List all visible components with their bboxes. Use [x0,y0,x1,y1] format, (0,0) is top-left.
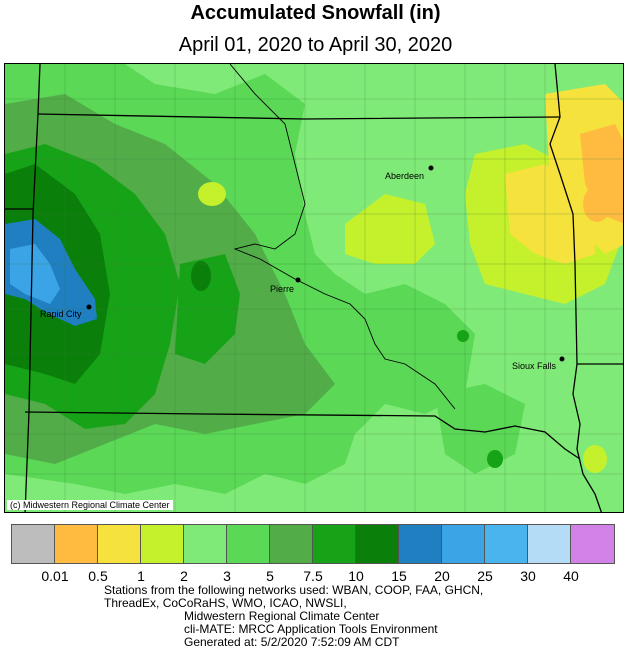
map-subtitle: April 01, 2020 to April 30, 2020 [178,34,453,56]
map-canvas: Aberdeen Pierre Rapid City Sioux Falls [5,64,623,512]
sioux-falls-marker [559,356,565,362]
zone-0-5-1 [580,124,623,224]
zone-2-3-se [583,445,607,473]
rapid-city-label: Rapid City [40,309,82,319]
footer-line-4: cli-MATE: MRCC Application Tools Environ… [184,622,438,636]
sioux-falls-label: Sioux Falls [512,361,557,371]
legend-tick-label: 5 [266,568,274,584]
footer-line-2: ThreadEx, CoCoRaHS, WMO, ICAO, NWSLI, [104,596,347,610]
legend-tick-label: 10 [348,568,364,584]
zone-0-5-1-b [583,186,611,222]
legend-tick-label: 7.5 [303,568,323,584]
zone-10-15-east [457,330,469,342]
legend-tick-label: 2 [180,568,188,584]
legend-swatch [270,525,313,563]
legend-swatch [571,525,614,563]
legend-swatch [528,525,571,563]
footer-notes: Stations from the following networks use… [104,584,483,649]
city-markers: Aberdeen Pierre Rapid City Sioux Falls [40,165,565,371]
legend-tick-label: 0.5 [88,568,108,584]
aberdeen-marker [428,165,434,171]
legend-tick-label: 30 [520,568,536,584]
zone-15-20-b [191,261,211,291]
zone-10-15-south [487,450,503,468]
legend-swatch [141,525,184,563]
legend-swatch [399,525,442,563]
state-borders [5,64,623,512]
zone-2-3-small [198,182,226,206]
legend-swatch [98,525,141,563]
legend-tick-label: 3 [223,568,231,584]
legend-swatch [313,525,356,563]
zone-25-30 [10,244,60,304]
legend-swatch [442,525,485,563]
legend-tick-label: 25 [477,568,493,584]
color-legend [11,524,615,564]
snowfall-map: Aberdeen Pierre Rapid City Sioux Falls (… [4,63,624,513]
map-title: Accumulated Snowfall (in) [190,2,441,24]
legend-swatch [485,525,528,563]
pierre-label: Pierre [270,284,294,294]
legend-swatch [184,525,227,563]
zone-2-3-aberdeen [345,194,435,264]
legend-swatch [55,525,98,563]
legend-tick-label: 0.01 [41,568,69,584]
footer-line-3: Midwestern Regional Climate Center [184,609,380,623]
legend-tick-label: 15 [391,568,407,584]
legend-swatch [227,525,270,563]
footer-line-1: Stations from the following networks use… [104,583,484,597]
legend-tick-label: 1 [137,568,145,584]
pierre-marker [295,277,301,283]
zone-5-7-south [435,384,525,474]
legend-tick-label: 20 [434,568,450,584]
legend-swatch [12,525,55,563]
aberdeen-label: Aberdeen [385,171,424,181]
legend-swatch [356,525,399,563]
footer-line-5: Generated at: 5/2/2020 7:52:09 AM CDT [184,635,400,649]
county-lines [5,64,623,512]
rapid-city-marker [86,304,92,310]
legend-tick-label: 40 [563,568,579,584]
map-credit: (c) Midwestern Regional Climate Center [7,500,173,510]
